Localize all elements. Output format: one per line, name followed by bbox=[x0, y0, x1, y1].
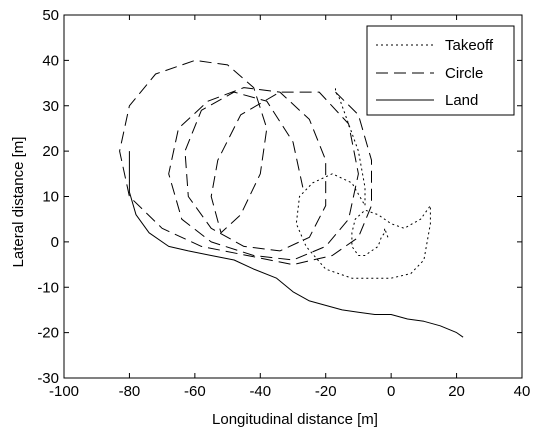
y-tick-label: 10 bbox=[42, 189, 59, 206]
x-tick-label: -40 bbox=[249, 383, 271, 400]
x-tick-label: -60 bbox=[184, 383, 206, 400]
plot-lines bbox=[119, 59, 464, 338]
x-tick-label: 20 bbox=[448, 383, 465, 400]
y-tick-label: 30 bbox=[42, 98, 59, 115]
y-tick-label: 0 bbox=[51, 234, 59, 251]
y-tick-label: 50 bbox=[42, 7, 59, 24]
x-axis-label: Longitudinal distance [m] bbox=[212, 411, 378, 428]
x-tick-label: -20 bbox=[315, 383, 337, 400]
y-tick-label: 20 bbox=[42, 143, 59, 160]
x-tick-label: 40 bbox=[514, 383, 531, 400]
legend-label-takeoff: Takeoff bbox=[445, 37, 494, 54]
axis-ticks bbox=[63, 14, 523, 379]
series-line-circle bbox=[119, 59, 372, 266]
legend-label-land: Land bbox=[445, 92, 478, 109]
y-tick-label: -20 bbox=[37, 325, 59, 342]
axis-tick-labels: -100 -80 -60 -40 -20 0 20 40-30-20-100102030405… bbox=[37, 7, 530, 400]
y-tick-label: -10 bbox=[37, 279, 59, 296]
legend-label-circle: Circle bbox=[445, 65, 483, 82]
y-tick-label: 40 bbox=[42, 52, 59, 69]
series-line-takeoff bbox=[295, 87, 431, 279]
series-line-land bbox=[128, 151, 464, 338]
x-tick-label: -100 bbox=[49, 383, 79, 400]
x-tick-label: 0 bbox=[387, 383, 395, 400]
legend: Takeoff Circle Land bbox=[366, 25, 515, 116]
y-tick-label: -30 bbox=[37, 370, 59, 387]
y-axis-label: Lateral distance [m] bbox=[10, 137, 27, 268]
x-tick-label: -80 bbox=[119, 383, 141, 400]
